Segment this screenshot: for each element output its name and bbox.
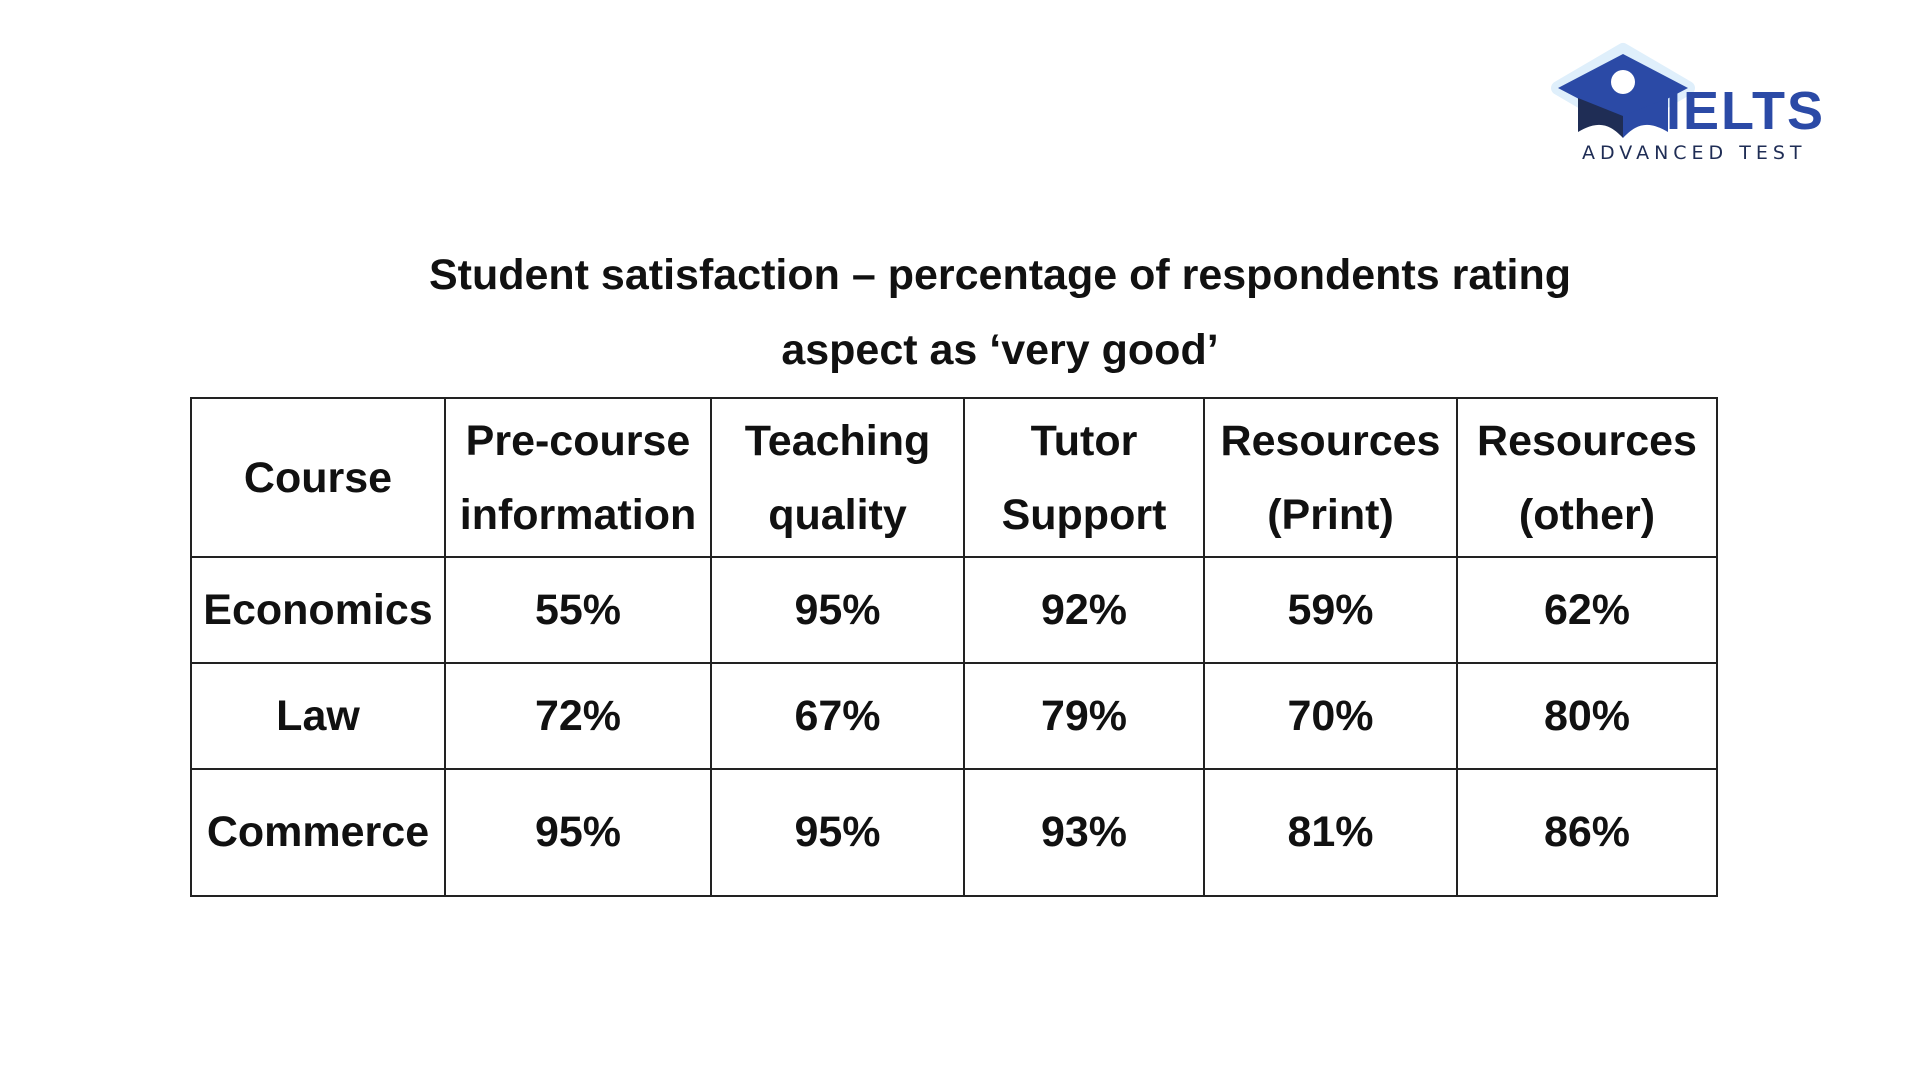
table-row-commerce: Commerce 95% 95% 93% 81% 86% <box>190 768 1718 897</box>
logo-subtitle: ADVANCED TEST <box>1582 142 1807 164</box>
header-cell-teaching-quality: Teaching quality <box>710 397 965 558</box>
header-label: Resources <box>1220 416 1441 465</box>
value-cell: 95% <box>444 768 712 897</box>
graduation-cap-icon <box>1551 43 1695 138</box>
header-label: (Print) <box>1267 490 1394 539</box>
logo-wordmark: IELTS <box>1666 81 1826 141</box>
table-title-line-1: Student satisfaction – percentage of res… <box>428 251 1572 299</box>
header-label: Resources <box>1477 416 1697 465</box>
header-cell-pre-course-information: Pre-course information <box>444 397 712 558</box>
header-label: (other) <box>1518 490 1656 539</box>
value-cell: 80% <box>1456 662 1718 770</box>
value-cell: 95% <box>710 768 965 897</box>
value-cell: 70% <box>1203 662 1458 770</box>
value-cell: 86% <box>1456 768 1718 897</box>
header-label: Tutor <box>1030 416 1138 465</box>
table-row-law: Law 72% 67% 79% 70% 80% <box>190 662 1718 770</box>
value-cell: 95% <box>710 556 965 664</box>
header-cell-course: Course <box>190 397 446 558</box>
header-cell-tutor-support: Tutor Support <box>963 397 1205 558</box>
value-cell: 67% <box>710 662 965 770</box>
row-label-cell: Economics <box>190 556 446 664</box>
satisfaction-table: Course Pre-course information Teaching q… <box>190 397 1718 897</box>
header-cell-resources-print: Resources (Print) <box>1203 397 1458 558</box>
header-label: quality <box>768 490 907 539</box>
value-cell: 72% <box>444 662 712 770</box>
table-title: Student satisfaction – percentage of res… <box>400 238 1600 388</box>
value-cell: 92% <box>963 556 1205 664</box>
row-label-cell: Law <box>190 662 446 770</box>
table-title-line-2: aspect as ‘very good’ <box>781 326 1219 374</box>
value-cell: 59% <box>1203 556 1458 664</box>
header-cell-resources-other: Resources (other) <box>1456 397 1718 558</box>
table-header-row: Course Pre-course information Teaching q… <box>190 397 1718 558</box>
row-label-cell: Commerce <box>190 768 446 897</box>
ielts-advanced-test-logo: IELTS ADVANCED TEST <box>1548 40 1838 180</box>
header-label: Pre-course <box>465 416 691 465</box>
header-label: information <box>459 490 697 539</box>
value-cell: 81% <box>1203 768 1458 897</box>
value-cell: 79% <box>963 662 1205 770</box>
header-label: Support <box>1001 490 1167 539</box>
header-label: Teaching <box>744 416 931 465</box>
value-cell: 93% <box>963 768 1205 897</box>
table-row-economics: Economics 55% 95% 92% 59% 62% <box>190 556 1718 664</box>
value-cell: 62% <box>1456 556 1718 664</box>
value-cell: 55% <box>444 556 712 664</box>
